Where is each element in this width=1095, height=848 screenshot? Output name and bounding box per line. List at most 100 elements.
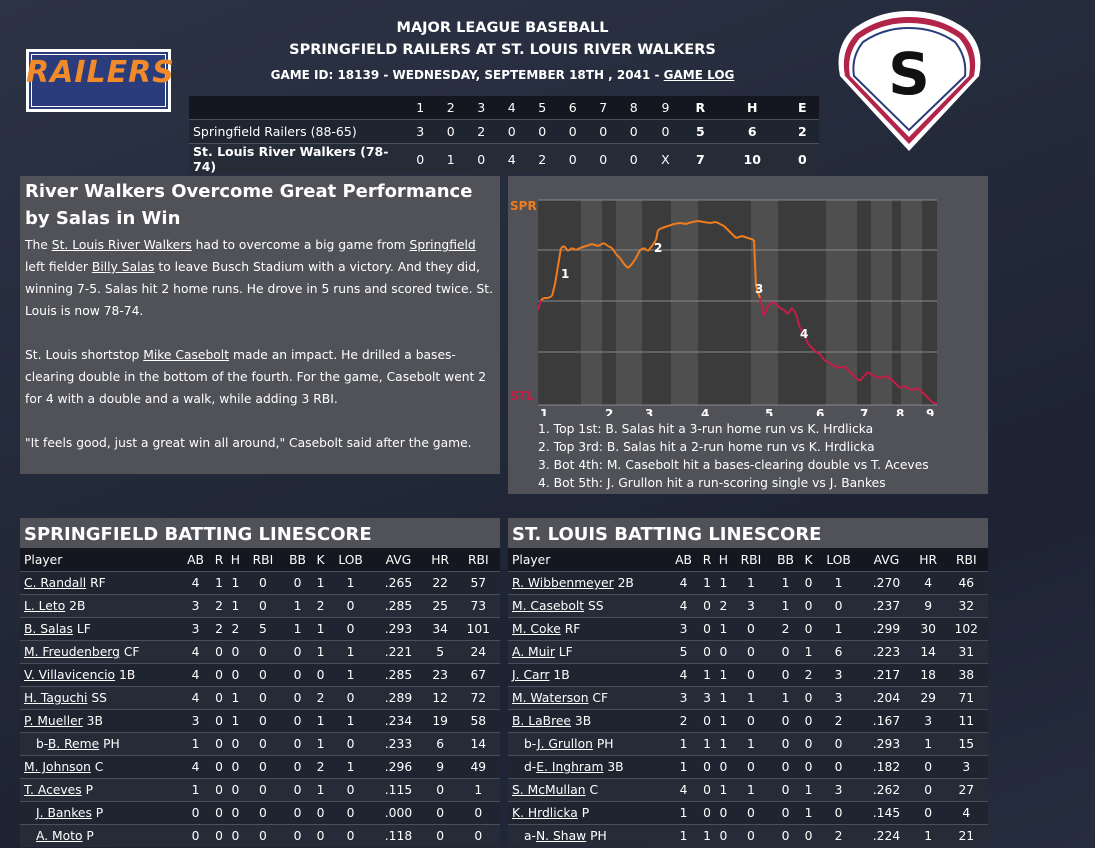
player-position: 1B xyxy=(549,668,570,682)
player-position: PH xyxy=(99,737,120,751)
stat-cell: .299 xyxy=(861,617,912,641)
linescore-inning-score: 3 xyxy=(405,119,436,144)
stat-cell: 4 xyxy=(180,755,212,779)
player-name-link[interactable]: E. Inghram xyxy=(536,760,604,774)
railers-logo[interactable]: RAILERS xyxy=(26,49,175,112)
player-name-link[interactable]: M. Coke xyxy=(512,622,561,636)
stat-cell: 0 xyxy=(243,755,282,779)
river-walkers-logo[interactable]: S xyxy=(832,8,987,156)
player-name-link[interactable]: A. Moto xyxy=(36,829,83,843)
player-cell: M. Johnson C xyxy=(20,755,180,779)
player-name-link[interactable]: B. Salas xyxy=(24,622,73,636)
story-link-player[interactable]: Billy Salas xyxy=(91,260,155,274)
player-name-link[interactable]: B. Reme xyxy=(47,737,100,751)
stat-cell: 0 xyxy=(281,640,314,664)
story-link-player[interactable]: Mike Casebolt xyxy=(143,348,230,362)
batting-header-cell: BB xyxy=(769,548,802,572)
stat-cell: 27 xyxy=(944,778,988,802)
stat-cell: 0 xyxy=(769,663,802,687)
key-play-note: 1. Top 1st: B. Salas hit a 3-run home ru… xyxy=(538,422,874,436)
player-name-link[interactable]: A. Muir xyxy=(512,645,555,659)
batting-header-cell: AB xyxy=(668,548,700,572)
player-name-link[interactable]: H. Taguchi xyxy=(24,691,88,705)
player-name-link[interactable]: S. McMullan xyxy=(512,783,586,797)
player-name-link[interactable]: T. Aceves xyxy=(24,783,82,797)
stat-cell: 1 xyxy=(281,594,314,618)
stat-cell: 0 xyxy=(313,824,328,847)
inning-band xyxy=(671,200,698,405)
batting-header-cell: R xyxy=(699,548,715,572)
player-cell: b-J. Grullon PH xyxy=(508,732,668,756)
player-name-link[interactable]: J. Carr xyxy=(512,668,550,682)
win-probability-segment xyxy=(673,222,681,225)
batting-row: J. Carr 1B 4 1 1 0 0 2 3.217 18 38 xyxy=(508,663,988,687)
player-name-link[interactable]: M. Waterson xyxy=(512,691,589,705)
win-probability-segment xyxy=(639,247,645,251)
win-probability-segment xyxy=(551,283,556,297)
key-play-note: 2. Top 3rd: B. Salas hit a 2-run home ru… xyxy=(538,440,875,454)
story-link-team[interactable]: St. Louis River Walkers xyxy=(51,238,192,252)
player-name-link[interactable]: M. Freudenberg xyxy=(24,645,120,659)
win-probability-segment xyxy=(623,263,629,269)
story-paragraph: St. Louis shortstop Mike Casebolt made a… xyxy=(25,348,487,406)
player-cell: J. Carr 1B xyxy=(508,663,668,687)
league-title: MAJOR LEAGUE BASEBALL xyxy=(396,20,609,36)
sub-prefix: b- xyxy=(36,737,48,751)
player-cell: d-E. Inghram 3B xyxy=(508,755,668,779)
player-name-link[interactable]: C. Randall xyxy=(24,576,87,590)
stat-cell: 3 xyxy=(731,594,770,618)
player-name-link[interactable]: M. Johnson xyxy=(24,760,91,774)
batting-row: B. Salas LF 3 2 2 5 1 1 0.293 34 101 xyxy=(20,617,500,641)
player-position: SS xyxy=(584,599,604,613)
batting-row: C. Randall RF 4 1 1 0 0 1 1.265 22 57 xyxy=(20,571,500,595)
stat-cell: 1 xyxy=(327,755,374,779)
stat-cell: 0 xyxy=(243,594,282,618)
win-probability-segment xyxy=(723,225,729,231)
stat-cell: 0 xyxy=(769,709,802,733)
linescore-team-name[interactable]: Springfield Railers (88-65) xyxy=(189,119,405,144)
stat-cell: 0 xyxy=(699,755,715,779)
key-play-marker: 3 xyxy=(755,282,763,296)
player-cell: b-B. Reme PH xyxy=(20,732,180,756)
linescore-team-name[interactable]: St. Louis River Walkers (78-74) xyxy=(189,143,405,174)
player-position: P xyxy=(82,829,94,843)
stat-cell: 0 xyxy=(327,824,374,847)
stat-cell: 0 xyxy=(423,801,457,825)
player-name-link[interactable]: N. Shaw xyxy=(535,829,587,843)
springfield-batting: SPRINGFIELD BATTING LINESCORE Player AB R H… xyxy=(20,518,500,847)
player-name-link[interactable]: J. Bankes xyxy=(36,806,92,820)
stat-cell: 0 xyxy=(281,824,314,847)
win-probability-segment xyxy=(827,361,835,367)
stat-cell: 0 xyxy=(801,617,816,641)
win-probability-segment xyxy=(735,235,743,239)
player-name-link[interactable]: R. Wibbenmeyer xyxy=(512,576,614,590)
story-link-team[interactable]: Springfield xyxy=(409,238,476,252)
stat-cell: 0 xyxy=(211,824,227,847)
player-name-link[interactable]: J. Grullon xyxy=(536,737,593,751)
player-position: P xyxy=(577,806,590,820)
stat-cell: 19 xyxy=(423,709,457,733)
linescore-header-hits: H xyxy=(718,96,786,120)
player-name-link[interactable]: M. Casebolt xyxy=(512,599,585,613)
player-position: RF xyxy=(86,576,106,590)
matchup-title: SPRINGFIELD RAILERS AT ST. LOUIS RIVER W… xyxy=(289,42,716,58)
batting-row: d-E. Inghram 3B 1 0 0 0 0 0 0.182 0 3 xyxy=(508,755,988,779)
player-name-link[interactable]: K. Hrdlicka xyxy=(512,806,578,820)
inning-tick-label: 6 xyxy=(816,407,824,416)
batting-row: A. Moto P 0 0 0 0 0 0 0.118 0 0 xyxy=(20,824,500,847)
stat-cell: 1 xyxy=(801,778,816,802)
player-name-link[interactable]: L. Leto xyxy=(24,599,66,613)
game-log-link[interactable]: GAME LOG xyxy=(663,68,735,82)
player-name-link[interactable]: P. Mueller xyxy=(24,714,83,728)
player-name-link[interactable]: B. LaBree xyxy=(512,714,571,728)
player-name-link[interactable]: V. Villavicencio xyxy=(24,668,116,682)
inning-band xyxy=(826,200,857,405)
stat-cell: 0 xyxy=(313,801,328,825)
stat-cell: .293 xyxy=(373,617,424,641)
stat-cell: 0 xyxy=(911,755,945,779)
stat-cell: 2 xyxy=(211,594,227,618)
win-probability-segment xyxy=(703,221,711,224)
batting-row: H. Taguchi SS 4 0 1 0 0 2 0.289 12 72 xyxy=(20,686,500,710)
railers-logo-text: RAILERS xyxy=(26,55,175,90)
win-probability-segment xyxy=(655,229,659,241)
